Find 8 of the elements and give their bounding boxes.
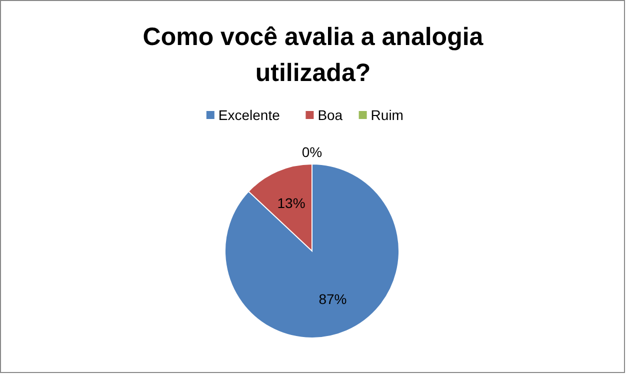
legend-label: Boa — [318, 107, 343, 123]
data-label: 87% — [318, 290, 347, 307]
legend-label: Ruim — [370, 107, 404, 123]
text: 0% — [302, 144, 322, 160]
chart-title: Como você avalia a analogia utilizada? — [142, 23, 484, 87]
pie-slice — [224, 164, 400, 338]
legend-label: Excelente — [218, 107, 280, 123]
data-label: 13% — [277, 195, 306, 212]
